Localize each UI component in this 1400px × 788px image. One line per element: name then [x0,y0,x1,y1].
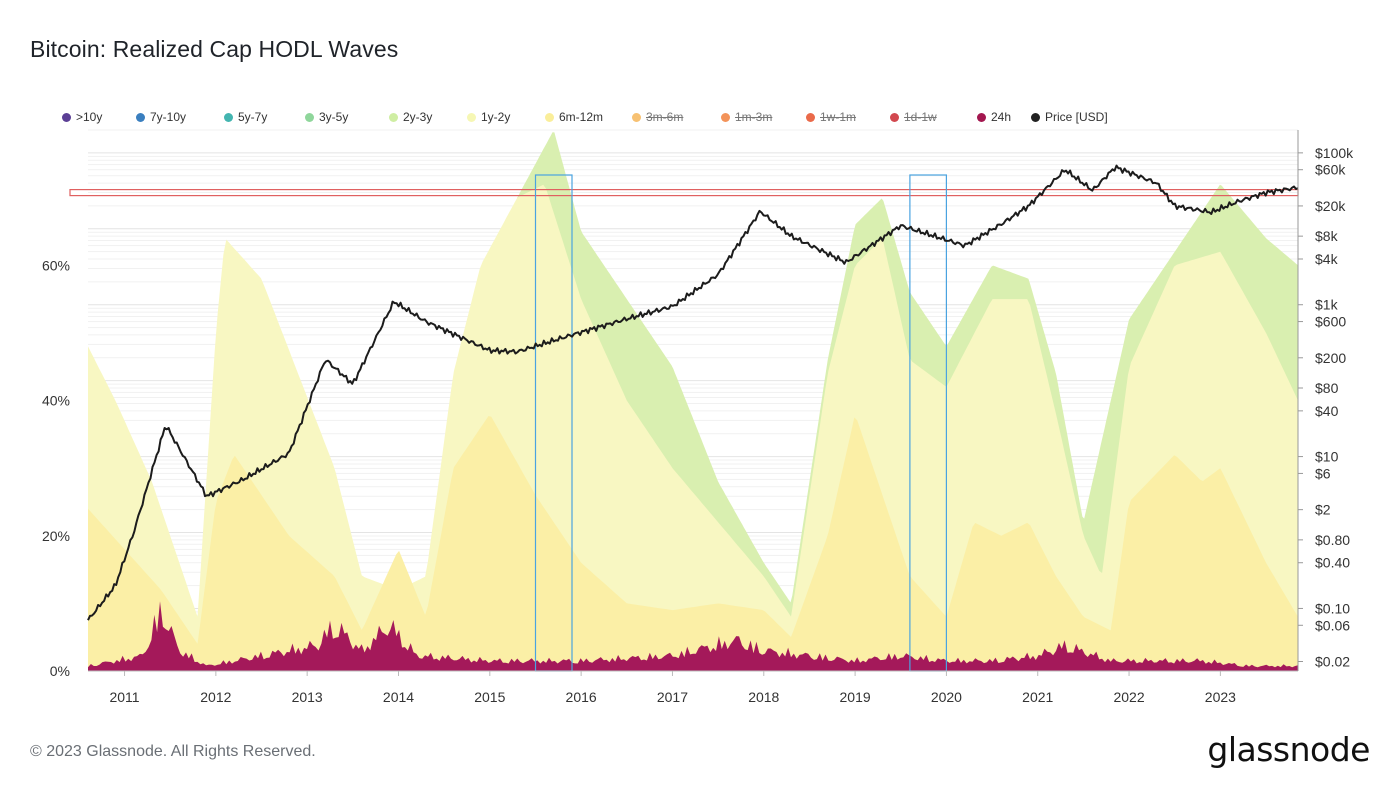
legend-dot-icon [890,112,899,122]
chart-svg: 2011 2012 2013 2014 2015 2016 2017 2018 2019 2020… [42,129,1354,705]
footer-copyright: © 2023 Glassnode. All Rights Reserved. [30,743,316,760]
legend-dot-icon [136,112,145,122]
legend-item-1m-3m[interactable]: 1m-3m [721,110,806,124]
y-right-tick-label: $10 [1315,449,1339,465]
y-right-tick-label: $0.80 [1315,532,1350,548]
legend-dot-icon [305,112,314,122]
chart-area: 2011 2012 2013 2014 2015 2016 2017 2018 2019 2020… [0,125,1400,715]
legend-item-24h[interactable]: 24h [977,110,1031,124]
legend-dot-icon [806,112,815,122]
y-right-tick-label: $4k [1315,251,1339,267]
y-right-tick-label: $0.10 [1315,600,1350,616]
y-left-tick-label: 60% [42,257,70,273]
x-tick-label: 2016 [566,689,597,705]
legend-item-1d-1w[interactable]: 1d-1w [890,110,977,124]
legend-item-7y-10y[interactable]: 7y-10y [136,110,224,124]
legend-dot-icon [721,112,730,122]
y-right-tick-label: $0.06 [1315,617,1350,633]
y-right-tick-label: $40 [1315,403,1339,419]
legend-dot-icon [545,112,554,122]
y-right-tick-label: $6 [1315,465,1331,481]
legend-label: 3y-5y [319,110,349,124]
legend-item-1y-2y[interactable]: 1y-2y [467,110,545,124]
legend-label: >10y [76,110,103,124]
legend-dot-icon [632,112,641,122]
legend-dot-icon [389,112,398,122]
x-tick-label: 2014 [383,689,414,705]
legend-label: 1w-1m [820,110,857,124]
legend-label: 1d-1w [904,110,937,124]
y-right-tick-label: $200 [1315,350,1346,366]
y-right-tick-label: $80 [1315,380,1339,396]
x-tick-label: 2018 [748,689,779,705]
y-right-tick-label: $100k [1315,145,1354,161]
y-left-tick-label: 0% [50,663,70,679]
legend-label: 6m-12m [559,110,604,124]
legend-item-3m-6m[interactable]: 3m-6m [632,110,721,124]
legend-dot-icon [977,112,986,122]
chart-title: Bitcoin: Realized Cap HODL Waves [30,36,399,62]
legend-label: 1y-2y [481,110,511,124]
legend-dot-icon [224,112,233,122]
area-series-6m-12m [88,416,1298,671]
x-tick-label: 2013 [292,689,323,705]
y-right-tick-label: $1k [1315,297,1339,313]
area-series-24h [88,601,1298,671]
x-tick-label: 2020 [931,689,962,705]
x-tick-label: 2022 [1113,689,1144,705]
y-right-tick-label: $2 [1315,502,1331,518]
legend-label: 5y-7y [238,110,268,124]
x-tick-label: 2015 [474,689,505,705]
y-right-tick-label: $0.02 [1315,654,1350,670]
legend-label: 2y-3y [403,110,433,124]
legend-item-6m-12m[interactable]: 6m-12m [545,110,632,124]
y-left-tick-label: 20% [42,528,70,544]
legend-label: 1m-3m [735,110,773,124]
y-right-tick-label: $600 [1315,314,1346,330]
legend-dot-icon [1031,112,1040,122]
brand-logo: glassnode [1207,730,1370,769]
x-tick-label: 2021 [1022,689,1053,705]
x-tick-label: 2011 [109,689,139,705]
x-tick-label: 2023 [1205,689,1236,705]
legend-item-2y-3y[interactable]: 2y-3y [389,110,467,124]
legend-dot-icon [62,112,71,122]
x-tick-label: 2019 [840,689,871,705]
y-right-tick-label: $8k [1315,228,1339,244]
legend-item-price-usd[interactable]: Price [USD] [1031,110,1131,124]
legend-item-3y-5y[interactable]: 3y-5y [305,110,389,124]
legend-item-10y[interactable]: >10y [62,110,136,124]
chart-legend: >10y 7y-10y 5y-7y 3y-5y 2y-3y 1y-2y 6m-12m 3m-6… [62,108,1131,126]
legend-label: 24h [991,110,1012,124]
y-right-tick-label: $0.40 [1315,555,1350,571]
price-line [87,164,1299,621]
y-right-tick-label: $60k [1315,162,1346,178]
legend-label: 3m-6m [646,110,684,124]
legend-label: Price [USD] [1045,110,1108,124]
legend-dot-icon [467,112,476,122]
legend-item-5y-7y[interactable]: 5y-7y [224,110,305,124]
x-tick-label: 2017 [657,689,688,705]
legend-label: 7y-10y [150,110,187,124]
x-tick-label: 2012 [200,689,231,705]
legend-item-1w-1m[interactable]: 1w-1m [806,110,890,124]
y-right-tick-label: $20k [1315,198,1346,214]
y-left-tick-label: 40% [42,393,70,409]
